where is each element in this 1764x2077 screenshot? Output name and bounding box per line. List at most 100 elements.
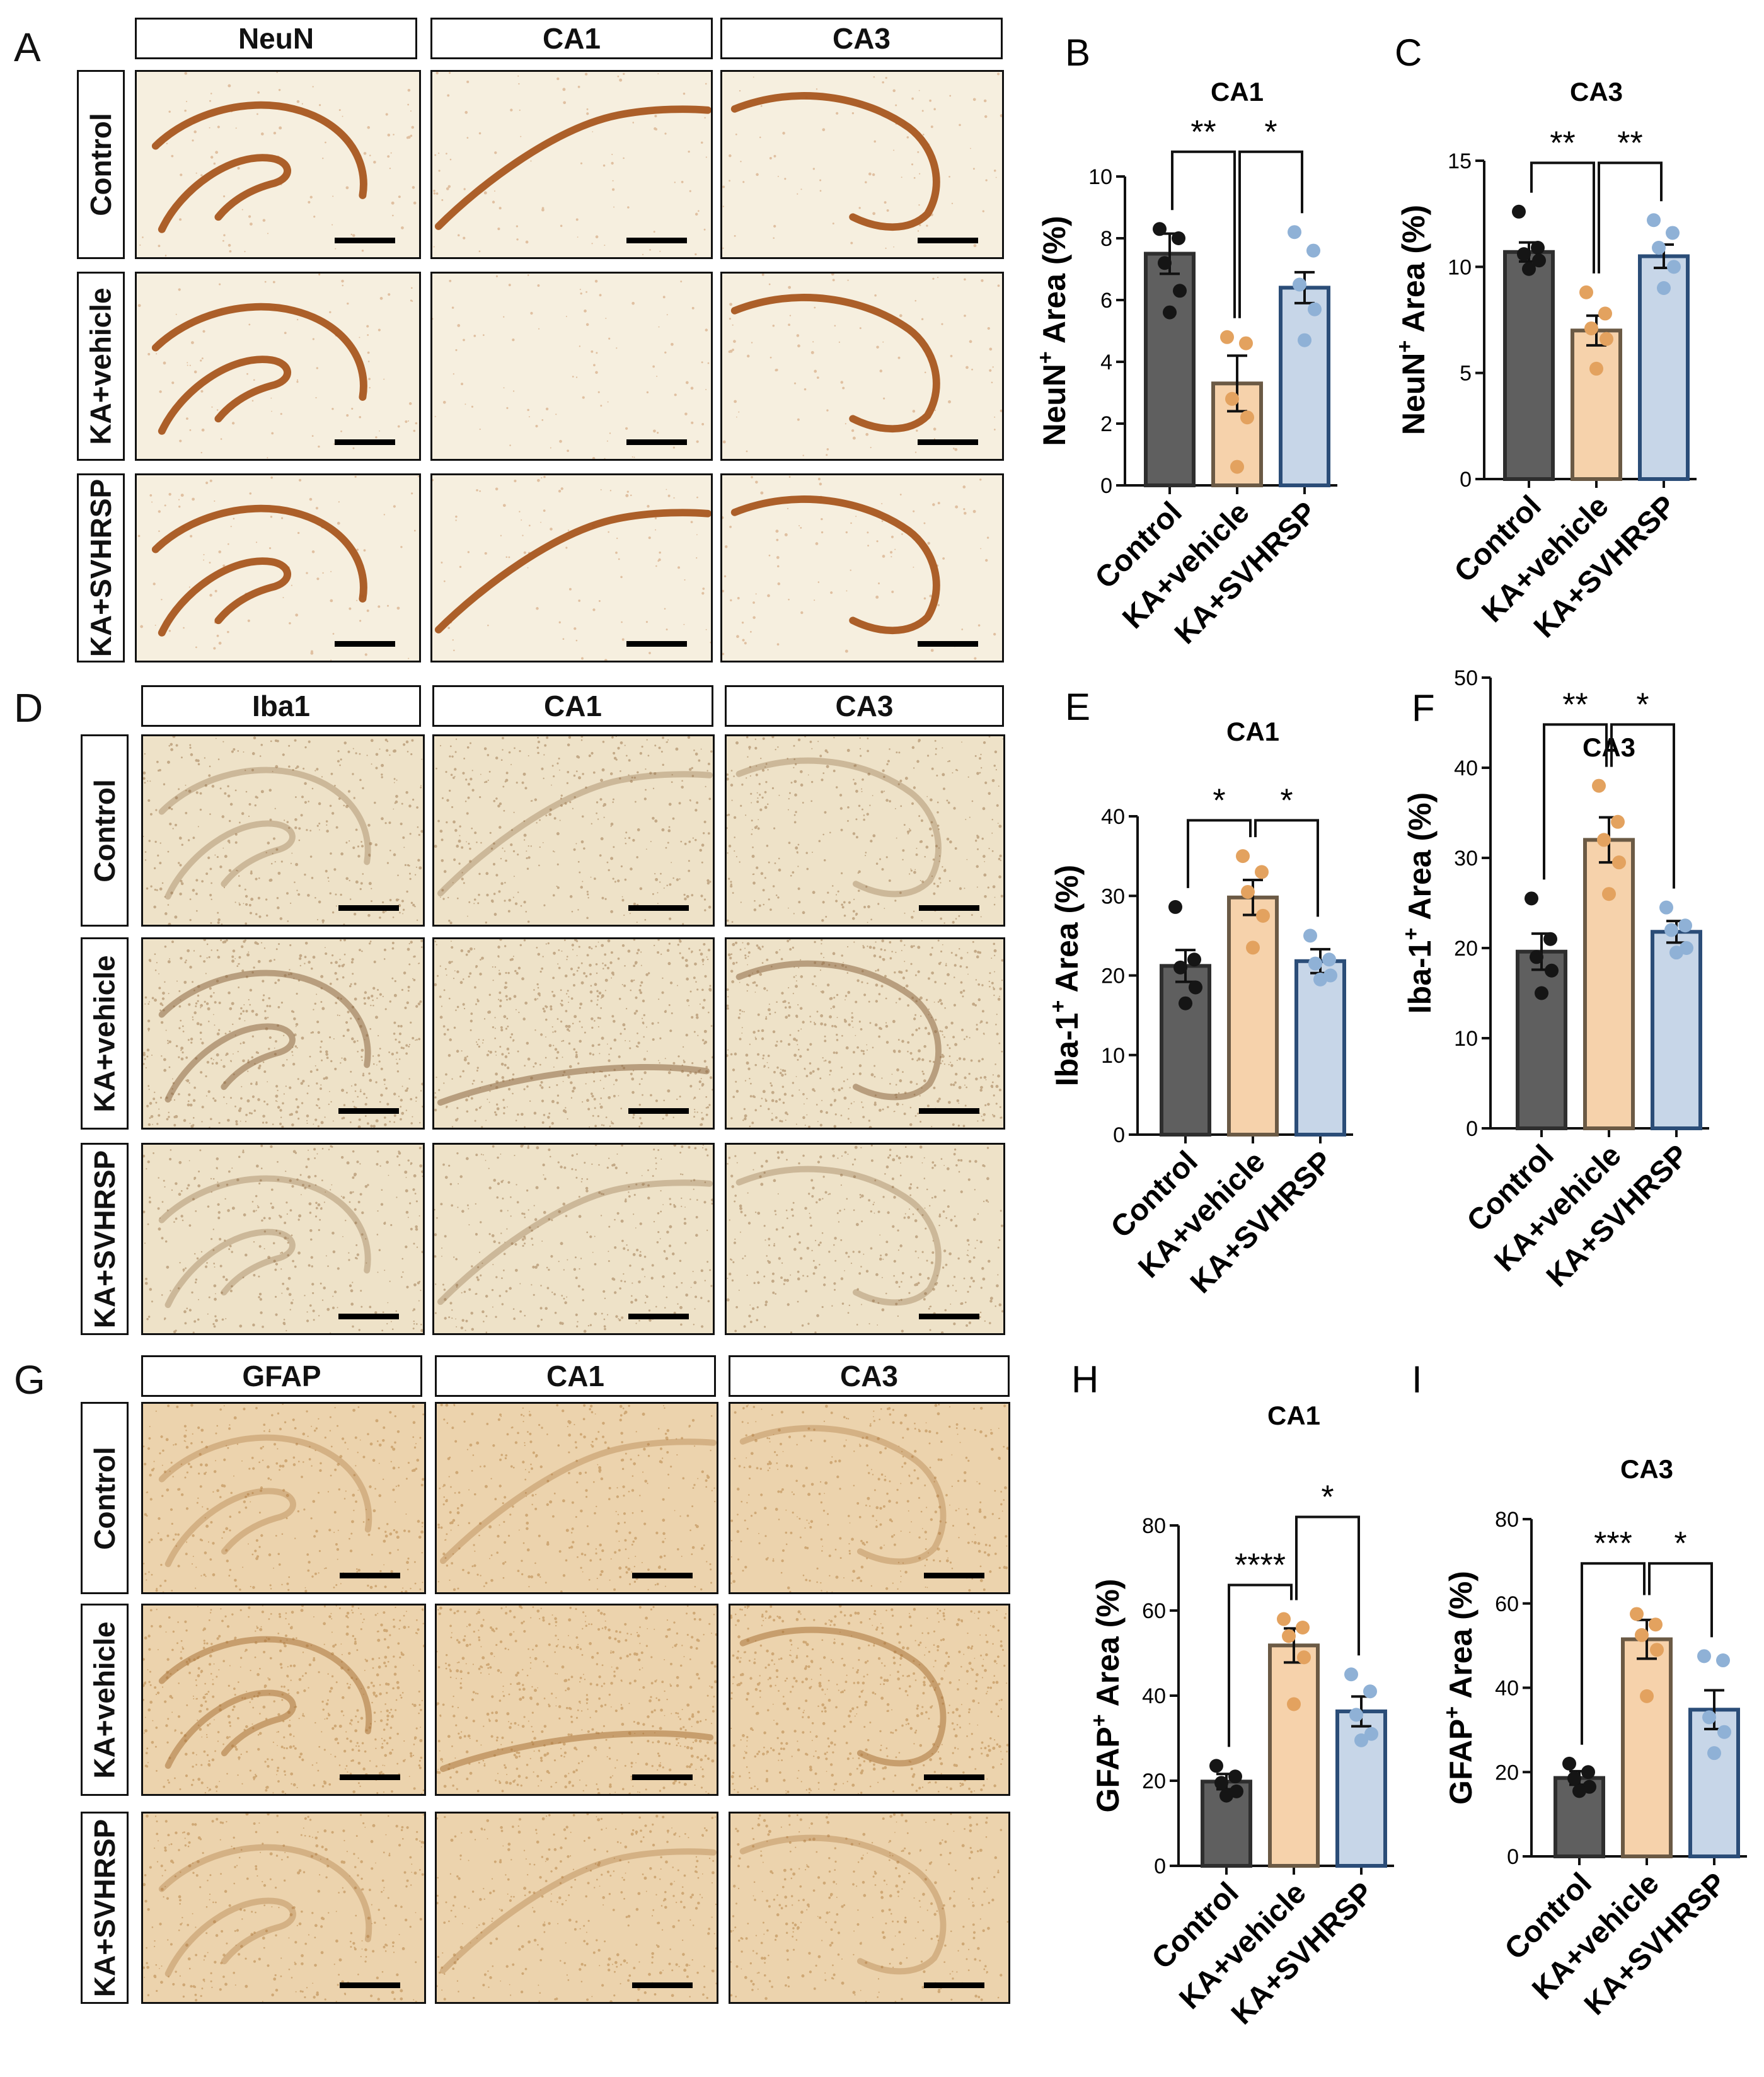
scale-bar (919, 1314, 979, 1319)
panel-letter-a: A (14, 25, 41, 70)
scale-bar (632, 1573, 693, 1578)
category-label: KA+vehicle (1173, 1876, 1312, 2015)
scale-bar (632, 1982, 693, 1988)
column-header-stain: Iba1 (141, 685, 421, 727)
data-point (1296, 1621, 1310, 1634)
data-point (1230, 460, 1244, 474)
row-label-text: Control (84, 113, 118, 216)
category-label: KA+vehicle (1116, 495, 1255, 635)
bar (1144, 252, 1196, 487)
data-point (1172, 231, 1185, 245)
scale-bar (340, 1573, 400, 1578)
scale-bar (335, 238, 395, 243)
error-bar (1294, 270, 1315, 304)
scale-bar (919, 905, 979, 911)
y-tick-label: 20 (1101, 964, 1125, 988)
micrograph (135, 70, 421, 259)
bar (1268, 1643, 1320, 1868)
significance-bracket (1610, 723, 1675, 889)
data-point (1363, 1684, 1377, 1699)
column-header-stain: GFAP (141, 1355, 422, 1397)
y-tick-label: 5 (1460, 362, 1472, 386)
row-label-text: KA+SVHRSP (84, 478, 117, 657)
y-tick-label: 40 (1454, 756, 1478, 780)
data-point (1239, 336, 1253, 350)
scale-bar (918, 439, 978, 445)
row-label: KA+SVHRSP (81, 1143, 129, 1335)
y-tick-label: 10 (1454, 1027, 1478, 1051)
category-label: KA+SVHRSP (1168, 495, 1323, 651)
data-point (1581, 1765, 1595, 1779)
tissue-image (143, 1145, 423, 1333)
micrograph (141, 1143, 425, 1335)
data-point (1680, 941, 1693, 955)
row-label-text: KA+vehicle (88, 954, 122, 1113)
error-bar (1586, 314, 1606, 347)
data-point (1525, 891, 1538, 906)
bar (1227, 895, 1279, 1137)
category-label: KA+vehicle (1475, 489, 1615, 628)
chart-title: CA1 (1211, 77, 1264, 107)
data-point (1597, 833, 1611, 847)
data-point (1158, 256, 1172, 270)
scale-bar (338, 905, 399, 911)
data-point (1649, 1617, 1663, 1632)
data-point (1282, 1629, 1296, 1643)
y-tick-label: 50 (1454, 666, 1478, 690)
micrograph (141, 734, 425, 927)
scale-bar (335, 641, 395, 647)
tissue-image (437, 1814, 717, 2002)
data-point (1287, 1697, 1301, 1711)
data-point (1667, 260, 1681, 274)
tissue-image (143, 1404, 424, 1592)
y-tick-label: 20 (1495, 1761, 1519, 1785)
row-label-text: KA+SVHRSP (88, 1150, 121, 1328)
bar (1554, 1776, 1605, 1859)
micrograph (430, 272, 713, 461)
tissue-image (727, 939, 1003, 1128)
data-point (1189, 980, 1202, 995)
category-label: KA+vehicle (1526, 1866, 1665, 2006)
scale-bar (918, 641, 978, 647)
significance-bracket (1543, 723, 1608, 880)
significance-bracket (1228, 1583, 1293, 1747)
category-label: Control (1461, 1138, 1560, 1238)
data-point (1293, 277, 1306, 292)
micrograph (432, 734, 715, 927)
tissue-image (434, 939, 713, 1128)
significance-label: * (1280, 782, 1293, 819)
data-point (1297, 1650, 1311, 1665)
data-point (1669, 946, 1683, 960)
micrograph (720, 473, 1004, 662)
column-header-region1: CA1 (430, 18, 713, 59)
data-point (1219, 1788, 1233, 1803)
significance-bracket (1295, 1515, 1360, 1656)
data-point (1349, 1708, 1363, 1722)
tissue-image (722, 274, 1002, 459)
panel-letter-i: I (1412, 1358, 1422, 1401)
data-point (1344, 1667, 1358, 1682)
bar-chart-c: C CA3 0 5 10 15 NeuN+ Area (%) ControlKA+vehicl… (1393, 32, 1697, 644)
tissue-image (432, 475, 711, 661)
row-label: KA+SVHRSP (77, 473, 125, 662)
error-bar (1284, 1627, 1304, 1664)
data-point (1612, 855, 1626, 870)
data-point (1163, 305, 1177, 320)
tissue-image (730, 1404, 1008, 1592)
tissue-image (137, 72, 419, 257)
y-tick-label: 20 (1454, 937, 1478, 961)
scale-bar (628, 1314, 689, 1319)
scale-bar (924, 1573, 984, 1578)
data-point (1598, 306, 1612, 321)
significance-bracket (1254, 819, 1319, 917)
data-point (1600, 332, 1613, 346)
error-bar (1569, 1769, 1589, 1786)
chart-title: CA1 (1267, 1401, 1320, 1430)
y-tick-label: 0 (1154, 1854, 1166, 1878)
category-label: Control (1146, 1876, 1245, 1976)
row-label: KA+SVHRSP (81, 1812, 129, 2004)
bar (1335, 1709, 1387, 1868)
scale-bar (924, 1982, 984, 1988)
micrograph (435, 1402, 718, 1594)
bar (1160, 964, 1211, 1137)
